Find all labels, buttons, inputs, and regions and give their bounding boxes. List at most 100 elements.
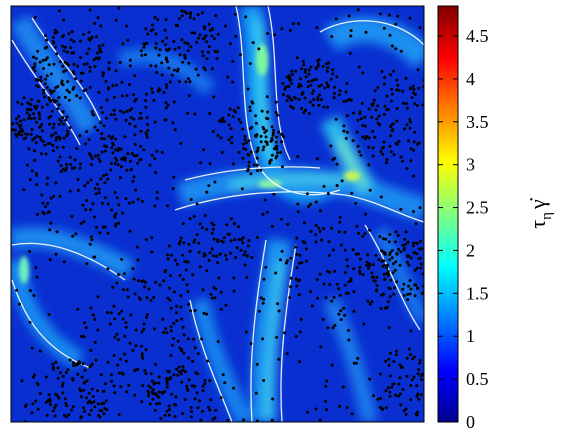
particle-dot (93, 65, 97, 68)
particle-dot (106, 360, 110, 364)
particle-dot (155, 393, 159, 397)
filament-right-lower (372, 226, 424, 325)
particle-dot (390, 44, 394, 48)
particle-dot (176, 24, 179, 28)
particle-dot (241, 236, 245, 239)
particle-dot (140, 200, 144, 203)
particle-dot (227, 232, 231, 236)
particle-dot (30, 346, 34, 350)
particle-dot (140, 352, 144, 356)
particle-dot (171, 337, 175, 340)
particle-dot (44, 400, 48, 404)
particle-dot (164, 18, 168, 21)
particle-dot (161, 390, 164, 394)
particle-dot (391, 271, 395, 275)
particle-dot (337, 287, 341, 291)
particle-dot (390, 249, 394, 252)
particle-dot (221, 240, 225, 244)
particle-dot (153, 15, 157, 19)
particle-dot (124, 321, 128, 325)
particle-dot (260, 109, 264, 113)
particle-dot (409, 256, 413, 260)
particle-dot (298, 253, 302, 257)
colorbar-tick-label: 4.5 (466, 26, 489, 46)
particle-dot (376, 121, 380, 125)
particle-dot (56, 376, 60, 380)
particle-dot (335, 162, 339, 166)
particle-dot (72, 62, 76, 66)
particle-dot (216, 261, 220, 264)
particle-dot (142, 45, 146, 49)
particle-dot (186, 388, 190, 392)
particle-dot (97, 157, 101, 161)
particle-dot (177, 80, 181, 84)
particle-dot (62, 136, 66, 140)
particle-dot (245, 254, 249, 258)
particle-dot (131, 179, 135, 183)
particle-dot (181, 278, 185, 281)
particle-dot (404, 102, 408, 106)
particle-dot (314, 224, 318, 227)
particle-dot (185, 384, 189, 388)
particle-dot (229, 251, 232, 255)
particle-dot (380, 70, 384, 73)
particle-dot (331, 72, 335, 76)
particle-dot (363, 232, 367, 236)
particle-dot (323, 86, 327, 90)
particle-dot (80, 375, 84, 379)
particle-dot (71, 377, 75, 380)
particle-dot (136, 279, 140, 283)
particle-dot (45, 413, 49, 417)
particle-dot (179, 305, 183, 309)
particle-dot (304, 75, 308, 79)
particle-dot (98, 231, 102, 235)
particle-dot (123, 334, 127, 338)
particle-dot (319, 209, 322, 213)
particle-dot (93, 187, 97, 190)
particle-dot (231, 115, 235, 119)
particle-dot (171, 187, 175, 190)
particle-dot (215, 57, 219, 61)
particle-dot (79, 415, 83, 419)
particle-dot (364, 212, 367, 216)
particle-dot (146, 313, 149, 317)
particle-dot (195, 202, 199, 206)
particle-dot (131, 267, 135, 271)
particle-dot (421, 103, 424, 107)
particle-dot (177, 365, 181, 369)
particle-dot (145, 123, 149, 126)
particle-dot (212, 286, 216, 290)
particle-dot (53, 414, 57, 418)
particle-dot (220, 150, 224, 154)
particle-dot (169, 306, 173, 310)
particle-dot (197, 250, 201, 254)
particle-dot (45, 103, 49, 106)
particle-dot (109, 373, 113, 377)
particle-dot (201, 54, 205, 58)
particle-dot (119, 165, 123, 169)
particle-dot (410, 96, 414, 100)
particle-dot (265, 143, 269, 146)
particle-dot (385, 158, 389, 161)
particle-dot (335, 282, 339, 286)
particle-dot (233, 238, 237, 242)
particle-dot (98, 409, 102, 412)
particle-dot (167, 413, 171, 417)
particle-dot (33, 116, 37, 120)
particle-dot (178, 239, 182, 243)
particle-dot (324, 296, 328, 300)
particle-dot (116, 363, 120, 367)
particle-dot (325, 62, 329, 66)
particle-dot (129, 116, 133, 119)
particle-dot (195, 391, 199, 395)
particle-dot (102, 412, 106, 416)
colorbar-tick-label: 1.5 (466, 283, 489, 303)
particle-dot (150, 390, 154, 394)
particle-dot (295, 56, 299, 60)
particle-dot (61, 374, 65, 378)
particle-dot (250, 100, 254, 104)
particle-dot (387, 240, 391, 244)
particle-dot (307, 111, 311, 115)
particle-dot (332, 295, 336, 299)
particle-dot (392, 153, 396, 157)
